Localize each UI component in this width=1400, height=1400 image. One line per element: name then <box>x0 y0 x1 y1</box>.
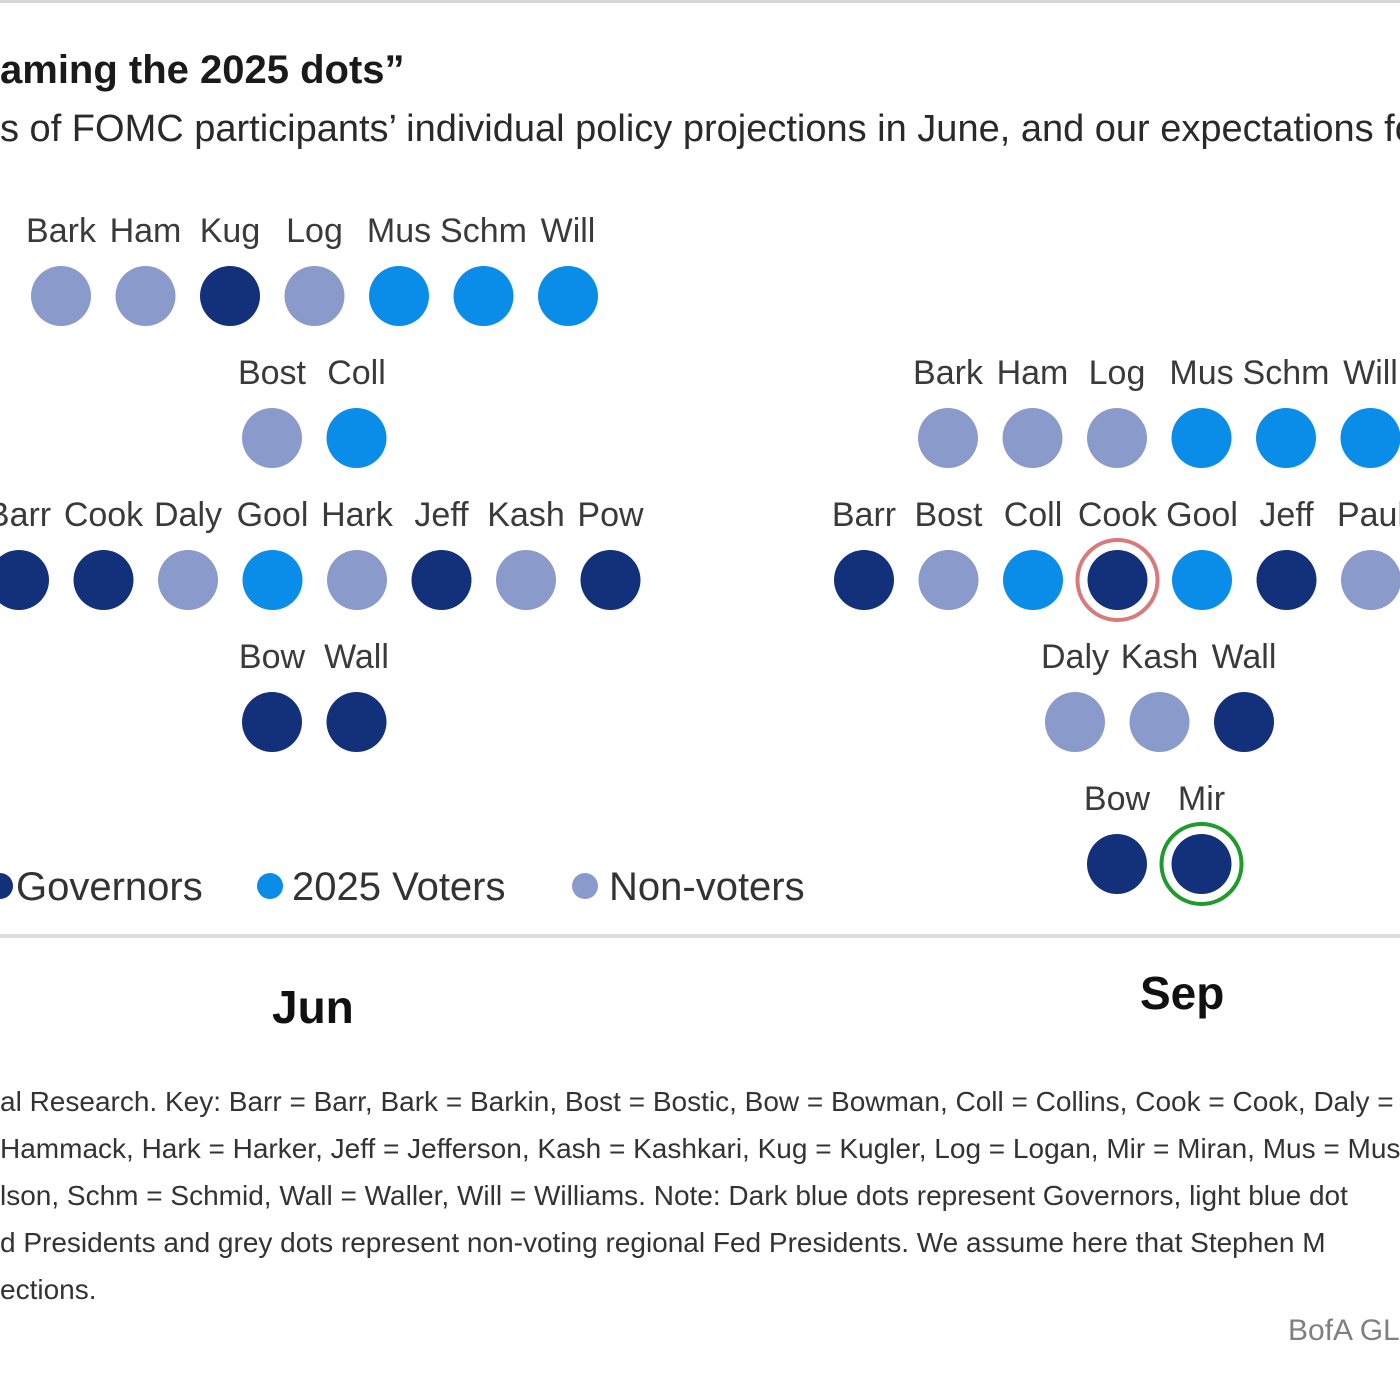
dot-jun-bow <box>242 692 302 752</box>
dot-sep-wall <box>1214 692 1274 752</box>
dot-label-mir: Mir <box>1178 780 1225 818</box>
dot-label-gool: Gool <box>1166 496 1238 534</box>
dot-label-bost: Bost <box>238 354 307 392</box>
dot-sep-ham <box>1002 408 1063 468</box>
dot-label-cook: Cook <box>1078 496 1158 534</box>
dot-label-barr: Barr <box>0 496 51 534</box>
dot-jun-daly <box>158 550 218 610</box>
source-note: al Research. Key: Barr = Barr, Bark = Ba… <box>0 1078 1400 1313</box>
dot-label-paul: Paul <box>1337 496 1400 534</box>
dot-label-wall: Wall <box>1212 638 1277 676</box>
dot-label-daly: Daly <box>154 496 222 534</box>
dot-sep-kash <box>1129 692 1190 752</box>
source-line: d Presidents and grey dots represent non… <box>0 1227 1326 1258</box>
dot-label-mus: Mus <box>367 212 431 250</box>
highlight-ring-red <box>1075 538 1160 622</box>
dot-sep-jeff <box>1256 550 1317 610</box>
dot-sep-bow <box>1087 834 1147 894</box>
dot-label-bow: Bow <box>1084 780 1151 818</box>
top-rule <box>0 0 1400 3</box>
dot-jun-schm <box>453 266 514 326</box>
axis-divider <box>0 934 1400 938</box>
dot-label-kug: Kug <box>200 212 261 250</box>
dot-label-barr: Barr <box>832 496 896 534</box>
dot-label-schm: Schm <box>440 212 527 250</box>
dot-label-log: Log <box>286 212 343 250</box>
legend-label-voter: 2025 Voters <box>292 865 506 909</box>
dot-jun-wall <box>326 692 387 752</box>
dot-jun-gool <box>242 550 303 610</box>
dot-plot-chart: BarkHamKugLogMusSchmWillBostCollBarrCook… <box>0 212 1400 909</box>
dot-jun-cook <box>73 550 134 610</box>
dot-sep-barr <box>834 550 894 610</box>
dot-label-mus: Mus <box>1169 354 1233 392</box>
source-line: ections. <box>0 1274 97 1305</box>
chart-subtitle: s of FOMC participants’ individual polic… <box>0 108 1400 150</box>
dot-sep-paul <box>1341 550 1400 610</box>
source-line: al Research. Key: Barr = Barr, Bark = Ba… <box>0 1086 1394 1117</box>
dot-label-bow: Bow <box>239 638 306 676</box>
dot-label-hark: Hark <box>321 496 394 534</box>
dot-label-bark: Bark <box>913 354 984 392</box>
dot-label-coll: Coll <box>1004 496 1063 534</box>
highlight-ring-green <box>1159 822 1244 906</box>
dot-jun-pow <box>580 550 641 610</box>
dot-label-gool: Gool <box>237 496 309 534</box>
dot-jun-kug <box>200 266 260 326</box>
dot-label-daly: Daly <box>1041 638 1109 676</box>
dot-label-kash: Kash <box>1121 638 1199 676</box>
legend-dot-nonvoter <box>572 873 598 899</box>
source-credit: BofA GL <box>1288 1314 1400 1347</box>
dot-sep-bark <box>918 408 978 468</box>
dot-label-pow: Pow <box>577 496 644 534</box>
dot-jun-barr <box>0 550 49 610</box>
dot-jun-will <box>538 266 598 326</box>
dot-jun-jeff <box>411 550 472 610</box>
dot-jun-coll <box>326 408 387 468</box>
dot-jun-mus <box>369 266 429 326</box>
dot-sep-coll <box>1003 550 1063 610</box>
dot-label-cook: Cook <box>64 496 144 534</box>
dot-label-coll: Coll <box>327 354 386 392</box>
dot-label-will: Will <box>541 212 596 250</box>
dot-sep-log <box>1087 408 1147 468</box>
period-label-jun: Jun <box>272 981 354 1033</box>
dot-sep-cook <box>1087 550 1148 610</box>
dot-sep-daly <box>1045 692 1105 752</box>
dot-sep-bost <box>918 550 979 610</box>
dot-label-bost: Bost <box>914 496 983 534</box>
source-line: Hammack, Hark = Harker, Jeff = Jefferson… <box>0 1133 1400 1164</box>
dot-jun-kash <box>496 550 556 610</box>
dot-jun-ham <box>115 266 176 326</box>
dot-label-log: Log <box>1089 354 1146 392</box>
dot-sep-gool <box>1172 550 1232 610</box>
dot-label-ham: Ham <box>997 354 1069 392</box>
period-label-sep: Sep <box>1140 967 1225 1019</box>
dot-label-kash: Kash <box>487 496 565 534</box>
dot-sep-mus <box>1171 408 1232 468</box>
dot-label-will: Will <box>1343 354 1398 392</box>
dot-sep-will <box>1340 408 1400 468</box>
legend-dot-voter <box>257 873 283 899</box>
dot-label-bark: Bark <box>26 212 97 250</box>
dot-label-schm: Schm <box>1243 354 1330 392</box>
legend-label-nonvoter: Non-voters <box>609 865 805 909</box>
dot-label-jeff: Jeff <box>1259 496 1314 534</box>
dot-jun-bark <box>31 266 91 326</box>
dot-sep-mir <box>1171 834 1232 894</box>
dot-label-jeff: Jeff <box>414 496 469 534</box>
dot-label-wall: Wall <box>324 638 389 676</box>
dot-jun-hark <box>327 550 387 610</box>
legend-label-governor: Governors <box>16 865 203 909</box>
dot-label-ham: Ham <box>110 212 182 250</box>
legend-dot-governor <box>0 873 13 899</box>
chart-title: aming the 2025 dots” <box>0 48 405 92</box>
source-line: lson, Schm = Schmid, Wall = Waller, Will… <box>0 1180 1348 1211</box>
dot-sep-schm <box>1256 408 1316 468</box>
dot-jun-log <box>284 266 345 326</box>
dot-jun-bost <box>242 408 302 468</box>
